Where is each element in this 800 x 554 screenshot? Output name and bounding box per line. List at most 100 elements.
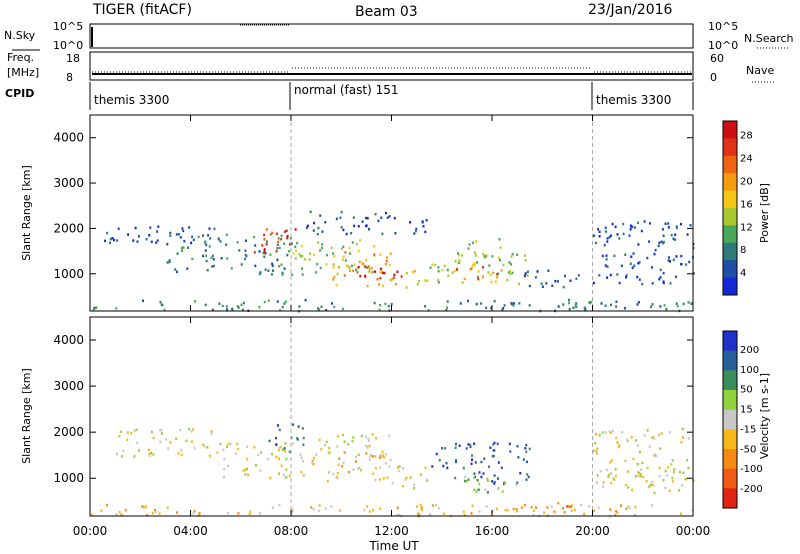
velocity-echo-cell <box>342 433 345 437</box>
power-colorbar-tick: 24 <box>740 154 753 165</box>
power-echo-cell <box>415 227 418 231</box>
power-echo-cell <box>662 280 665 283</box>
power-echo-cell <box>352 216 355 219</box>
power-echo-cell <box>577 274 580 277</box>
power-colorbar-swatch <box>723 121 737 139</box>
power-echo-cell <box>503 304 506 307</box>
velocity-echo-cell <box>489 446 492 449</box>
power-echo-cell <box>483 254 486 258</box>
velocity-echo-cell <box>130 431 133 435</box>
power-echo-cell <box>319 249 322 252</box>
velocity-echo-cell <box>379 454 382 457</box>
power-echo-cell <box>376 278 379 281</box>
velocity-echo-cell <box>516 481 519 485</box>
power-echo-cell <box>335 283 338 287</box>
velocity-echo-cell <box>285 468 288 471</box>
velocity-colorbar-swatch <box>723 429 737 450</box>
velocity-echo-cell <box>441 447 444 450</box>
power-echo-cell <box>651 303 654 306</box>
velocity-echo-cell <box>371 433 374 436</box>
power-echo-cell <box>104 239 107 243</box>
power-echo-cell <box>270 273 273 276</box>
velocity-echo-cell <box>358 466 361 469</box>
velocity-echo-cell <box>455 442 457 446</box>
power-echo-cell <box>109 237 112 241</box>
power-echo-cell <box>473 262 476 265</box>
velocity-echo-cell <box>352 468 355 471</box>
velocity-echo-cell <box>299 453 302 456</box>
power-echo-cell <box>364 265 367 269</box>
power-echo-cell <box>454 260 457 263</box>
velocity-echo-cell <box>268 439 271 443</box>
power-echo-cell <box>467 247 470 250</box>
power-echo-cell <box>174 268 177 271</box>
power-echo-cell <box>662 271 665 275</box>
power-echo-cell <box>169 231 172 235</box>
velocity-echo-cell <box>483 457 486 460</box>
power-echo-cell <box>551 284 554 287</box>
power-echo-cell <box>690 302 693 305</box>
power-echo-cell <box>390 302 393 306</box>
power-echo-cell <box>557 305 560 308</box>
velocity-echo-cell <box>530 506 533 509</box>
velocity-echo-cell <box>278 457 280 461</box>
velocity-echo-cell <box>420 508 423 512</box>
velocity-echo-cell <box>612 429 614 433</box>
velocity-echo-cell <box>651 481 654 484</box>
power-echo-cell <box>182 229 185 233</box>
velocity-echo-cell <box>337 434 340 438</box>
velocity-echo-cell <box>643 434 646 437</box>
velocity-echo-cell <box>328 451 331 454</box>
velocity-echo-cell <box>458 444 461 447</box>
velocity-echo-cell <box>493 449 496 452</box>
power-echo-cell <box>258 250 261 253</box>
power-echo-cell <box>482 252 485 256</box>
velocity-echo-cell <box>615 436 618 440</box>
power-echo-cell <box>264 252 267 255</box>
power-echo-cell <box>473 263 476 267</box>
velocity-echo-cell <box>315 453 318 457</box>
velocity-echo-cell <box>614 468 617 471</box>
velocity-echo-cell <box>672 471 675 474</box>
velocity-echo-cell <box>550 505 553 508</box>
power-echo-cell <box>393 273 396 277</box>
velocity-echo-cell <box>515 483 518 486</box>
power-echo-cell <box>265 228 268 231</box>
power-echo-cell <box>352 269 354 272</box>
power-echo-cell <box>218 302 221 305</box>
power-echo-cell <box>480 302 483 305</box>
velocity-echo-cell <box>336 476 339 480</box>
power-echo-cell <box>180 246 183 250</box>
velocity-echo-cell <box>288 474 291 478</box>
power-echo-cell <box>437 279 440 282</box>
power-echo-cell <box>498 256 500 260</box>
velocity-echo-cell <box>496 507 498 511</box>
power-echo-cell <box>265 243 268 246</box>
power-echo-cell <box>132 239 135 242</box>
velocity-echo-cell <box>284 442 287 445</box>
power-echo-cell <box>283 242 286 245</box>
velocity-echo-cell <box>278 504 281 507</box>
power-echo-cell <box>109 241 111 245</box>
velocity-echo-cell <box>618 444 621 447</box>
velocity-echo-cell <box>678 489 681 492</box>
velocity-echo-cell <box>653 454 656 458</box>
velocity-echo-cell <box>640 468 643 471</box>
power-echo-cell <box>355 267 358 270</box>
power-echo-cell <box>169 234 172 238</box>
velocity-echo-cell <box>435 452 438 456</box>
power-echo-cell <box>337 265 340 269</box>
power-echo-cell <box>657 244 660 248</box>
power-echo-cell <box>275 250 278 253</box>
velocity-echo-cell <box>285 457 288 461</box>
power-echo-cell <box>335 217 338 221</box>
power-echo-cell <box>160 303 163 306</box>
power-echo-cell <box>588 301 591 304</box>
velocity-echo-cell <box>277 424 279 427</box>
power-echo-cell <box>394 232 397 235</box>
power-echo-cell <box>413 232 416 235</box>
velocity-ytick-label: 3000 <box>53 379 84 393</box>
power-echo-cell <box>680 222 682 226</box>
power-echo-cell <box>384 263 387 266</box>
power-echo-cell <box>641 282 644 286</box>
